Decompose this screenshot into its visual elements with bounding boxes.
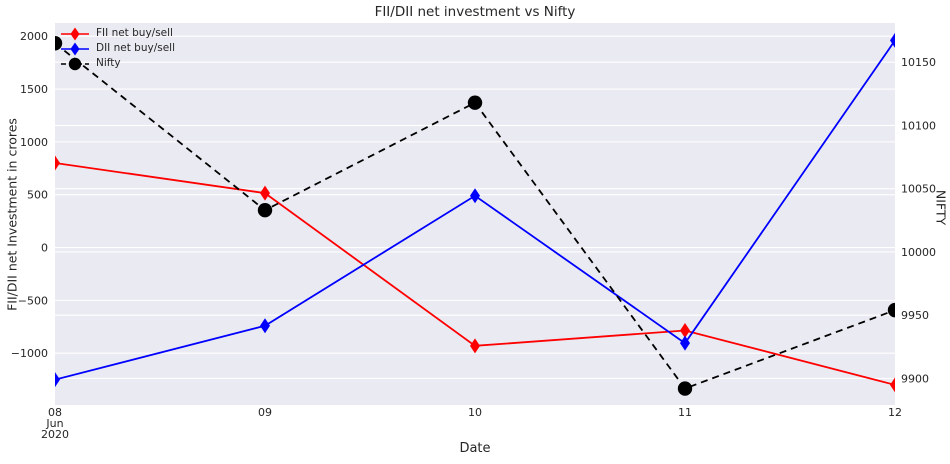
nifty-legend-marker-icon — [61, 57, 89, 70]
left-tick-label: 2000 — [20, 30, 48, 43]
left-tick-label: 500 — [27, 189, 48, 202]
data-point-series-1 — [260, 318, 270, 334]
left-tick-label: 0 — [41, 242, 48, 255]
data-point-series-1 — [55, 372, 60, 388]
data-point-series-2 — [257, 203, 273, 218]
data-point-series-2 — [887, 302, 895, 318]
legend-marker — [70, 27, 80, 40]
right-tick-label: 10050 — [901, 183, 936, 196]
right-tick-label: 10150 — [901, 56, 936, 69]
legend-marker — [68, 57, 82, 70]
x-tick-label: 12 — [888, 406, 902, 419]
data-point-series-2 — [467, 95, 483, 110]
right-tick-label: 9950 — [901, 309, 929, 322]
legend-item-nifty: Nifty — [60, 57, 175, 70]
left-tick-label: −1000 — [11, 347, 48, 360]
data-point-series-1 — [680, 335, 690, 351]
series-group — [55, 32, 895, 396]
legend-item-dii: DII net buy/sell — [60, 42, 175, 55]
right-tick-label: 9900 — [901, 372, 929, 385]
dii-legend-marker-icon — [61, 42, 89, 55]
data-point-series-0 — [890, 377, 895, 393]
y-axis-right-label: NIFTY — [933, 189, 949, 226]
right-tick-label: 10100 — [901, 119, 936, 132]
left-tick-label: 1500 — [20, 83, 48, 96]
left-tick-label: 1000 — [20, 136, 48, 149]
data-point-series-2 — [55, 36, 63, 51]
y-axis-left-label: FII/DII net Investment in crores — [4, 118, 20, 311]
data-point-series-0 — [680, 323, 690, 339]
legend-marker — [70, 42, 80, 55]
data-point-series-0 — [470, 338, 480, 354]
chart-title: FII/DII net investment vs Nifty — [374, 4, 576, 20]
legend-label-dii: DII net buy/sell — [96, 42, 176, 54]
data-point-series-1 — [890, 32, 895, 48]
right-tick-label: 10000 — [901, 246, 936, 259]
fii-legend-marker-icon — [61, 27, 89, 40]
data-point-series-0 — [260, 185, 270, 201]
x-axis-label: Date — [459, 441, 491, 456]
left-tick-label: −500 — [18, 294, 48, 307]
legend: FII net buy/sell DII net buy/sell Nifty — [60, 27, 175, 70]
x-tick-label: 11 — [678, 406, 692, 419]
data-point-series-1 — [470, 188, 480, 204]
x-tick-label: 09 — [258, 406, 272, 419]
legend-label-nifty: Nifty — [96, 57, 121, 69]
x-tick-sublabel: 2020 — [41, 428, 69, 441]
x-tick-label: 08 — [48, 406, 62, 419]
legend-label-fii: FII net buy/sell — [96, 27, 173, 39]
x-tick-label: 10 — [468, 406, 482, 419]
legend-item-fii: FII net buy/sell — [60, 27, 175, 40]
data-point-series-0 — [55, 155, 60, 171]
x-tick-sublabel: Jun — [45, 417, 63, 430]
data-point-series-2 — [677, 381, 693, 396]
